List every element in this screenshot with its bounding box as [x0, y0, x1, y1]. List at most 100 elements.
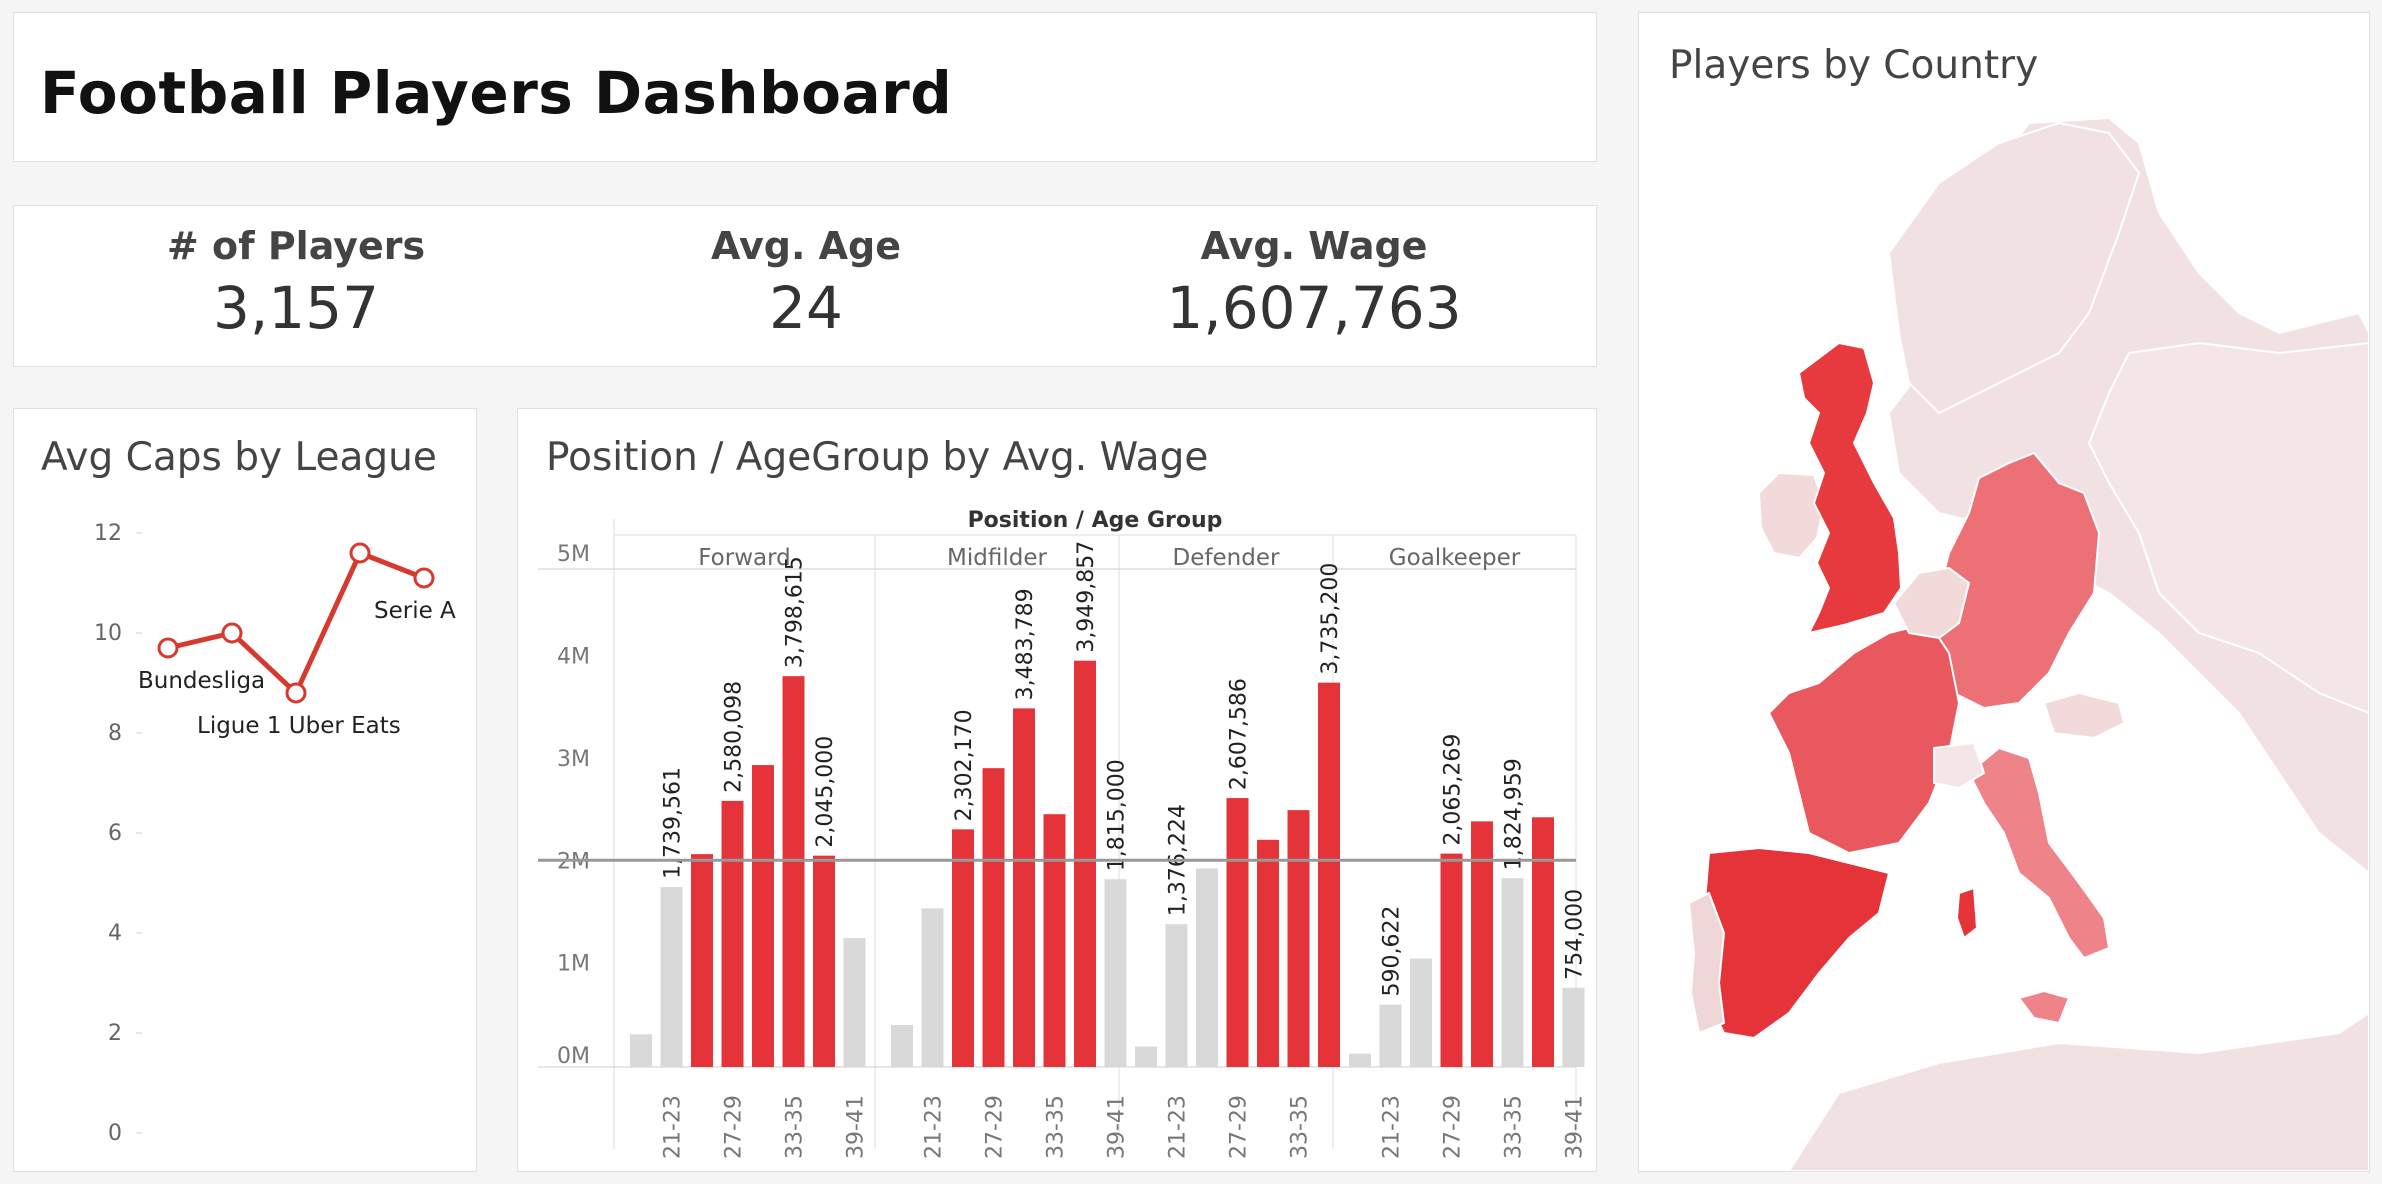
wage-bar[interactable]: [1104, 879, 1127, 1067]
league-label: Bundesliga: [138, 668, 265, 694]
y-tick-label: 0M: [557, 1044, 590, 1069]
wage-bar[interactable]: [660, 886, 683, 1067]
wage-bar[interactable]: [721, 800, 744, 1067]
wage-bar[interactable]: [1440, 853, 1463, 1067]
x-tick-label: 27-29: [1227, 1095, 1252, 1159]
kpi-avg-wage: Avg. Wage 1,607,763: [1114, 224, 1514, 342]
position-label: Midfilder: [947, 545, 1047, 571]
wage-bar[interactable]: [1501, 878, 1524, 1067]
x-tick-label: 33-35: [1502, 1095, 1527, 1159]
x-tick-label: 33-35: [1288, 1095, 1313, 1159]
caps-line-chart[interactable]: 0 2 4 6 8 10 12 Bundesliga Ligue 1 Uber Eats Seri…: [14, 409, 476, 1171]
x-tick-label: 21-23: [1380, 1095, 1405, 1159]
x-tick-label: 39-41: [1105, 1095, 1130, 1159]
x-tick-label: 27-29: [983, 1095, 1008, 1159]
kpi-players: # of Players 3,157: [96, 224, 496, 342]
wage-bar[interactable]: [1196, 868, 1218, 1067]
wage-bar[interactable]: [982, 768, 1005, 1067]
wage-bar[interactable]: [630, 1034, 652, 1067]
wage-bar[interactable]: [1043, 814, 1066, 1067]
wage-bar[interactable]: [921, 908, 944, 1067]
league-label: Ligue 1 Uber Eats: [197, 713, 401, 739]
kpi-label: # of Players: [166, 224, 426, 268]
caps-point[interactable]: [413, 567, 435, 589]
wage-bar[interactable]: [752, 765, 774, 1067]
map-portugal: [1687, 891, 1726, 1035]
y-tick-label: 0: [108, 1121, 122, 1146]
caps-point[interactable]: [349, 542, 371, 564]
map-benelux: [1892, 566, 1971, 640]
y-tick-label: 4M: [557, 645, 590, 670]
y-tick-label: 5M: [557, 542, 590, 567]
wage-bar[interactable]: [1471, 821, 1493, 1067]
bar-value-label: 3,798,615: [783, 556, 808, 668]
map-spain: [1702, 846, 1891, 1040]
wage-bar[interactable]: [1226, 798, 1249, 1067]
wage-bar[interactable]: [691, 854, 713, 1067]
wage-bar[interactable]: [782, 676, 805, 1067]
bar-value-label: 590,622: [1380, 906, 1405, 997]
map-italy: [1967, 746, 2111, 960]
y-tick-label: 4: [108, 921, 122, 946]
wage-chart-title: Position / AgeGroup by Avg. Wage: [546, 435, 1209, 480]
title-panel: Football Players Dashboard: [13, 12, 1597, 162]
column-header: Position / Age Group: [968, 508, 1223, 533]
wage-bar[interactable]: [1135, 1046, 1157, 1067]
bar-value-label: 3,949,857: [1074, 541, 1099, 653]
x-tick-label: 27-29: [722, 1095, 747, 1159]
map-scandinavia: [1887, 121, 2141, 415]
wage-bar[interactable]: [1165, 924, 1188, 1067]
kpi-value: 1,607,763: [1166, 274, 1462, 342]
europe-map[interactable]: [1639, 13, 2369, 1171]
bar-value-label: 2,065,269: [1441, 734, 1466, 846]
x-tick-label: 39-41: [1563, 1095, 1588, 1159]
wage-bar[interactable]: [1074, 660, 1096, 1067]
map-ireland: [1757, 471, 1826, 560]
caps-panel: Avg Caps by League 0 2 4 6 8 10 12 Bundesliga Li…: [13, 408, 477, 1172]
bar-value-label: 2,302,170: [952, 709, 977, 821]
y-tick-label: 6: [108, 821, 122, 846]
kpi-avg-age: Avg. Age 24: [606, 224, 1006, 342]
bar-value-label: 2,580,098: [722, 681, 747, 793]
league-label: Serie A: [374, 598, 456, 624]
dashboard-title: Football Players Dashboard: [40, 59, 953, 127]
wage-bar[interactable]: [952, 829, 974, 1067]
wage-bar[interactable]: [843, 938, 866, 1067]
caps-chart-title: Avg Caps by League: [41, 435, 437, 480]
kpi-label: Avg. Age: [710, 224, 902, 268]
wage-bar[interactable]: [813, 855, 835, 1067]
caps-point[interactable]: [157, 637, 179, 659]
wage-panel: Position / AgeGroup by Avg. Wage Positio…: [517, 408, 1597, 1172]
map-panel[interactable]: Players by Country: [1638, 12, 2370, 1172]
caps-point[interactable]: [285, 682, 307, 704]
wage-bar[interactable]: [1410, 958, 1432, 1067]
x-tick-label: 21-23: [922, 1095, 947, 1159]
x-tick-label: 39-41: [844, 1095, 869, 1159]
wage-bar[interactable]: [1379, 1004, 1402, 1067]
caps-point[interactable]: [221, 622, 243, 644]
map-switzerland: [1933, 741, 1986, 790]
map-sardinia: [1955, 886, 1979, 940]
position-label: Goalkeeper: [1389, 545, 1521, 571]
wage-bar[interactable]: [1257, 839, 1279, 1067]
bar-value-label: 1,824,959: [1502, 758, 1527, 870]
map-eastern-europe: [2087, 341, 2369, 715]
wage-bar[interactable]: [1287, 810, 1310, 1067]
map-sicily: [2017, 989, 2071, 1025]
kpi-value: 3,157: [212, 274, 380, 342]
wage-bar[interactable]: [1013, 708, 1035, 1067]
wage-bar[interactable]: [1318, 682, 1340, 1067]
map-uk: [1797, 341, 1903, 635]
wage-bar[interactable]: [1532, 817, 1554, 1067]
wage-bar[interactable]: [1562, 987, 1585, 1067]
x-tick-label: 33-35: [1044, 1095, 1069, 1159]
x-tick-label: 21-23: [1166, 1095, 1191, 1159]
map-france: [1767, 621, 1961, 855]
y-tick-label: 1M: [557, 952, 590, 977]
wage-bar[interactable]: [891, 1025, 913, 1067]
y-tick-label: 3M: [557, 747, 590, 772]
wage-bar[interactable]: [1349, 1053, 1371, 1067]
map-title: Players by Country: [1669, 43, 2039, 88]
x-tick-label: 33-35: [783, 1095, 808, 1159]
